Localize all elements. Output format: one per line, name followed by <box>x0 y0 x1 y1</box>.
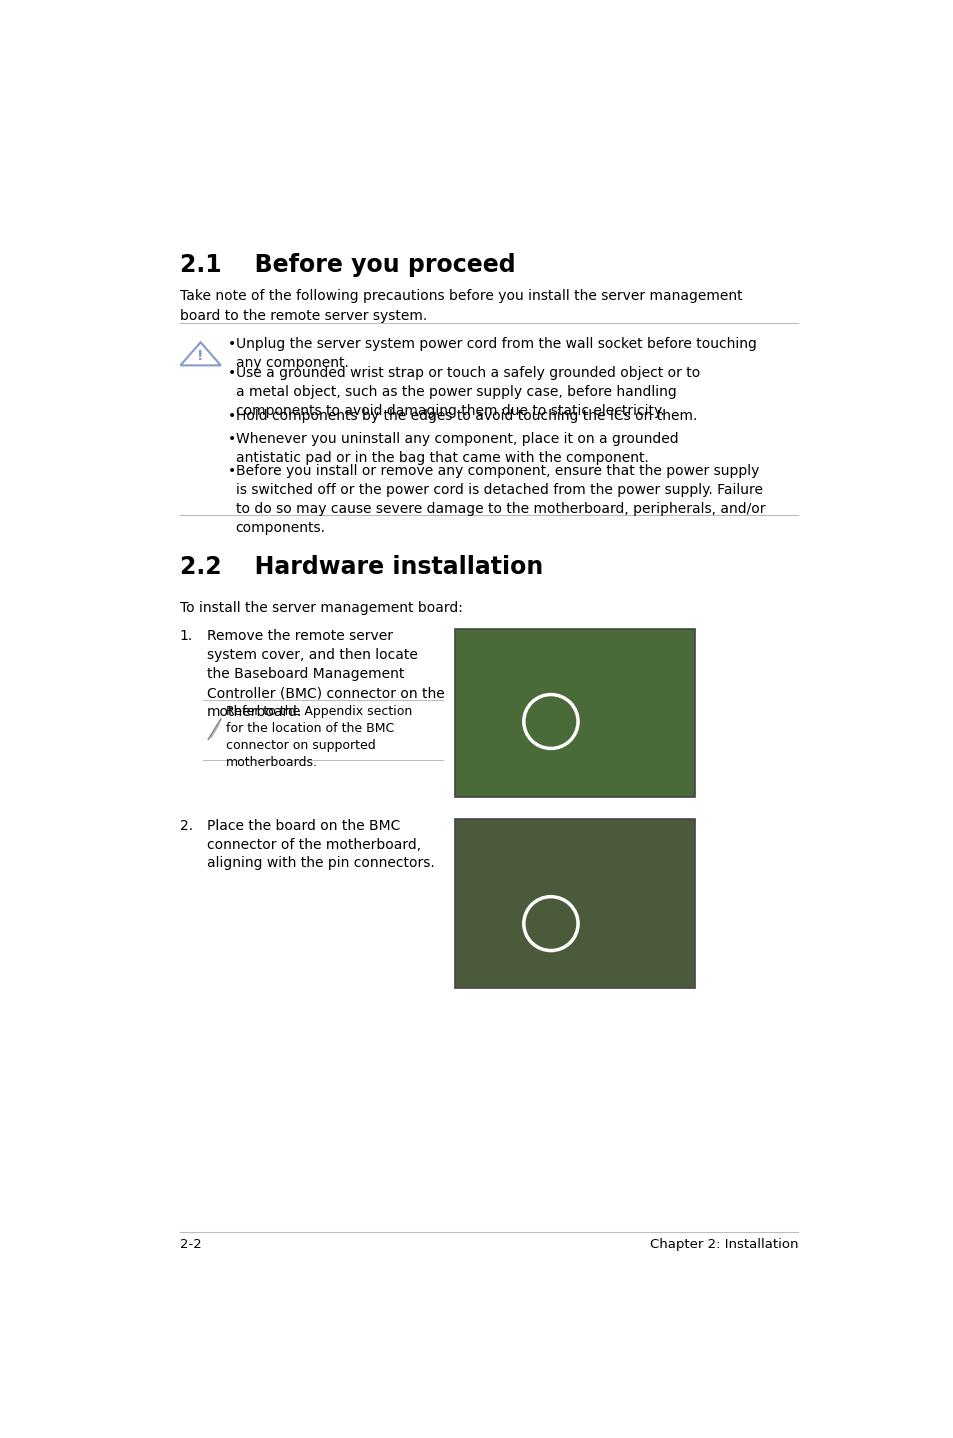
Text: Unplug the server system power cord from the wall socket before touching
any com: Unplug the server system power cord from… <box>235 336 756 370</box>
Text: 2.: 2. <box>179 818 193 833</box>
Text: 1.: 1. <box>179 630 193 643</box>
Text: Whenever you uninstall any component, place it on a grounded
antistatic pad or i: Whenever you uninstall any component, pl… <box>235 431 678 464</box>
Text: Refer to the Appendix section
for the location of the BMC
connector on supported: Refer to the Appendix section for the lo… <box>226 705 412 769</box>
Text: •: • <box>228 464 235 479</box>
FancyBboxPatch shape <box>455 630 695 797</box>
Text: •: • <box>228 365 235 380</box>
Text: !: ! <box>197 349 204 362</box>
Text: •: • <box>228 431 235 446</box>
Text: Use a grounded wrist strap or touch a safely grounded object or to
a metal objec: Use a grounded wrist strap or touch a sa… <box>235 365 699 417</box>
Text: •: • <box>228 408 235 423</box>
Text: 2.1    Before you proceed: 2.1 Before you proceed <box>179 253 515 278</box>
Text: •: • <box>228 336 235 351</box>
Text: Take note of the following precautions before you install the server management
: Take note of the following precautions b… <box>179 289 741 324</box>
Text: Hold components by the edges to avoid touching the ICs on them.: Hold components by the edges to avoid to… <box>235 408 696 423</box>
Text: Place the board on the BMC
connector of the motherboard,
aligning with the pin c: Place the board on the BMC connector of … <box>207 818 435 870</box>
Text: To install the server management board:: To install the server management board: <box>179 601 462 615</box>
FancyBboxPatch shape <box>455 818 695 988</box>
Text: 2-2: 2-2 <box>179 1238 201 1251</box>
Text: 2.2    Hardware installation: 2.2 Hardware installation <box>179 555 542 580</box>
Text: Chapter 2: Installation: Chapter 2: Installation <box>649 1238 798 1251</box>
Text: Remove the remote server
system cover, and then locate
the Baseboard Management
: Remove the remote server system cover, a… <box>207 630 444 719</box>
Text: Before you install or remove any component, ensure that the power supply
is swit: Before you install or remove any compone… <box>235 464 764 535</box>
